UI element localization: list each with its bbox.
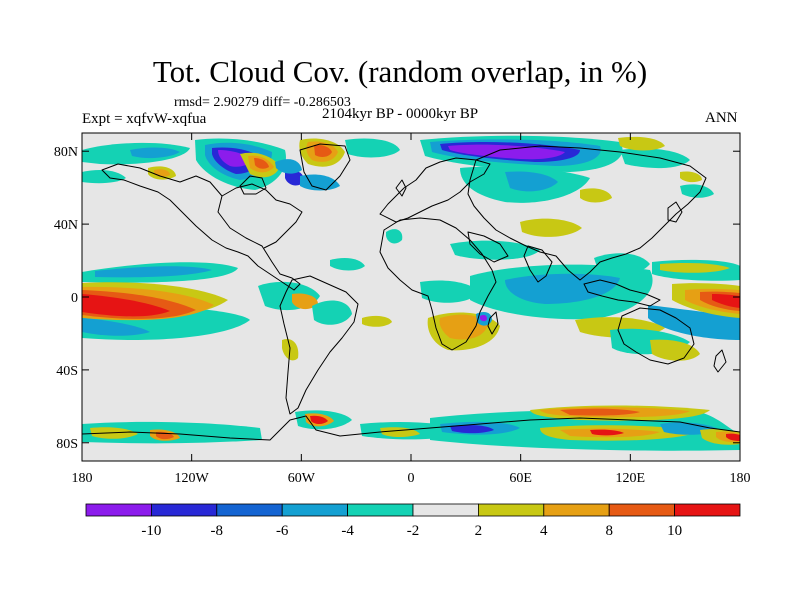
anomaly-patch xyxy=(314,144,332,157)
anomaly-patch xyxy=(590,429,624,436)
colorbar-label: -6 xyxy=(276,523,289,539)
colorbar-swatch xyxy=(674,503,741,517)
lat-tick-label: 0 xyxy=(71,291,78,306)
lon-tick-label: 0 xyxy=(408,471,415,486)
map-title: Tot. Cloud Cov. (random overlap, in %) xyxy=(152,54,648,89)
anomaly-patch xyxy=(95,266,212,278)
anomaly-patch xyxy=(560,408,640,416)
colorbar-swatch xyxy=(347,503,414,517)
colorbar-swatch xyxy=(85,503,152,517)
coastline-north-america xyxy=(101,163,301,291)
anomaly-patch xyxy=(130,147,180,159)
coastline-greenland xyxy=(299,143,351,191)
anomaly-patch xyxy=(275,159,302,174)
coastline-south-america xyxy=(279,275,359,415)
colorbar-swatch xyxy=(543,503,610,517)
anomaly-patch xyxy=(292,293,318,310)
colorbar-label: 4 xyxy=(540,523,548,539)
anomaly-patch xyxy=(386,229,403,244)
coastline-australia xyxy=(617,307,695,365)
lat-tick-label: 80S xyxy=(56,437,78,452)
colorbar-swatch xyxy=(608,503,676,517)
anomaly-patch xyxy=(254,158,269,169)
anomaly-patch xyxy=(618,136,665,151)
coastline-maritime xyxy=(583,279,661,307)
colorbar-swatch xyxy=(281,503,349,517)
anomaly-patch xyxy=(726,433,740,441)
lat-tick-label: 80N xyxy=(54,145,78,160)
anomaly-patch xyxy=(450,240,540,260)
anomaly-patch xyxy=(285,170,305,186)
coastline-hudson-bay xyxy=(239,175,267,195)
anomaly-patch xyxy=(420,280,480,303)
coastline-antarctica xyxy=(82,415,740,441)
colorbar: -10 -8 -6 -4 -2 2 4 8 10 xyxy=(85,503,741,539)
anomaly-patch xyxy=(520,218,582,237)
anomaly-patch xyxy=(450,425,494,434)
colorbar-label: -8 xyxy=(211,523,224,539)
lon-tick-label: 60W xyxy=(288,471,316,486)
stats-label: rmsd= 2.90279 diff= -0.286503 xyxy=(174,95,351,110)
axis-ticks xyxy=(81,133,741,461)
lat-tick-label: 40S xyxy=(56,364,78,379)
colorbar-label: 8 xyxy=(605,523,613,539)
anomaly-patch xyxy=(82,318,150,336)
anomaly-patch xyxy=(594,253,650,275)
anomaly-patch xyxy=(620,148,690,169)
coastline-india xyxy=(523,245,553,283)
anomaly-patch xyxy=(330,258,365,271)
axis-tick-labels: 80N 40N 0 40S 80S 180 120W 60W 0 60E 120E 180 xyxy=(54,145,751,486)
season-label: ANN xyxy=(705,110,738,126)
anomaly-patch xyxy=(448,144,565,160)
colorbar-label: -4 xyxy=(341,523,354,539)
anomaly-patch xyxy=(505,273,620,304)
coastline-madagascar xyxy=(487,311,499,335)
coastline-asia xyxy=(467,145,707,281)
anomaly-patch xyxy=(345,138,400,158)
coastline-new-zealand xyxy=(713,349,727,373)
colorbar-label: -2 xyxy=(407,523,420,539)
lon-tick-label: 120E xyxy=(616,471,646,486)
anomaly-patch xyxy=(650,339,700,361)
anomaly-patch xyxy=(218,150,252,167)
coastline-britain xyxy=(395,179,407,197)
coastline-japan xyxy=(667,201,683,223)
anomaly-patch xyxy=(680,171,702,183)
anomaly-patch xyxy=(480,315,487,322)
coastline-north-america-east xyxy=(221,183,303,249)
coastlines xyxy=(82,143,740,441)
lon-tick-label: 120W xyxy=(175,471,210,486)
anomaly-patch xyxy=(680,184,714,198)
colorbar-swatch xyxy=(216,503,283,517)
lon-tick-label: 180 xyxy=(72,471,93,486)
lat-tick-label: 40N xyxy=(54,218,78,233)
lon-tick-label: 180 xyxy=(730,471,751,486)
cloud-anomaly-field xyxy=(82,135,740,451)
colorbar-label: 2 xyxy=(475,523,483,539)
colorbar-label: 10 xyxy=(667,523,682,539)
lon-tick-label: 60E xyxy=(509,471,532,486)
anomaly-patch xyxy=(580,188,612,203)
anomaly-patch xyxy=(312,300,352,325)
anomaly-patch xyxy=(505,171,558,192)
experiment-label: Expt = xqfvW-xqfua xyxy=(82,111,207,127)
colorbar-swatch xyxy=(150,503,218,517)
anomaly-patch xyxy=(362,315,392,327)
colorbar-swatch xyxy=(412,503,479,517)
anomaly-patch xyxy=(82,170,126,184)
period-label: 2104kyr BP - 0000kyr BP xyxy=(322,106,479,122)
coastline-europe xyxy=(379,157,491,223)
colorbar-label: -10 xyxy=(141,523,161,539)
anomaly-patch xyxy=(439,314,488,340)
colorbar-swatch xyxy=(477,503,545,517)
anomaly-patch xyxy=(660,263,730,273)
anomaly-patch xyxy=(82,294,170,317)
anomaly-patch xyxy=(310,415,328,424)
coastline-arabia xyxy=(467,231,509,263)
coastline-africa xyxy=(379,217,497,351)
